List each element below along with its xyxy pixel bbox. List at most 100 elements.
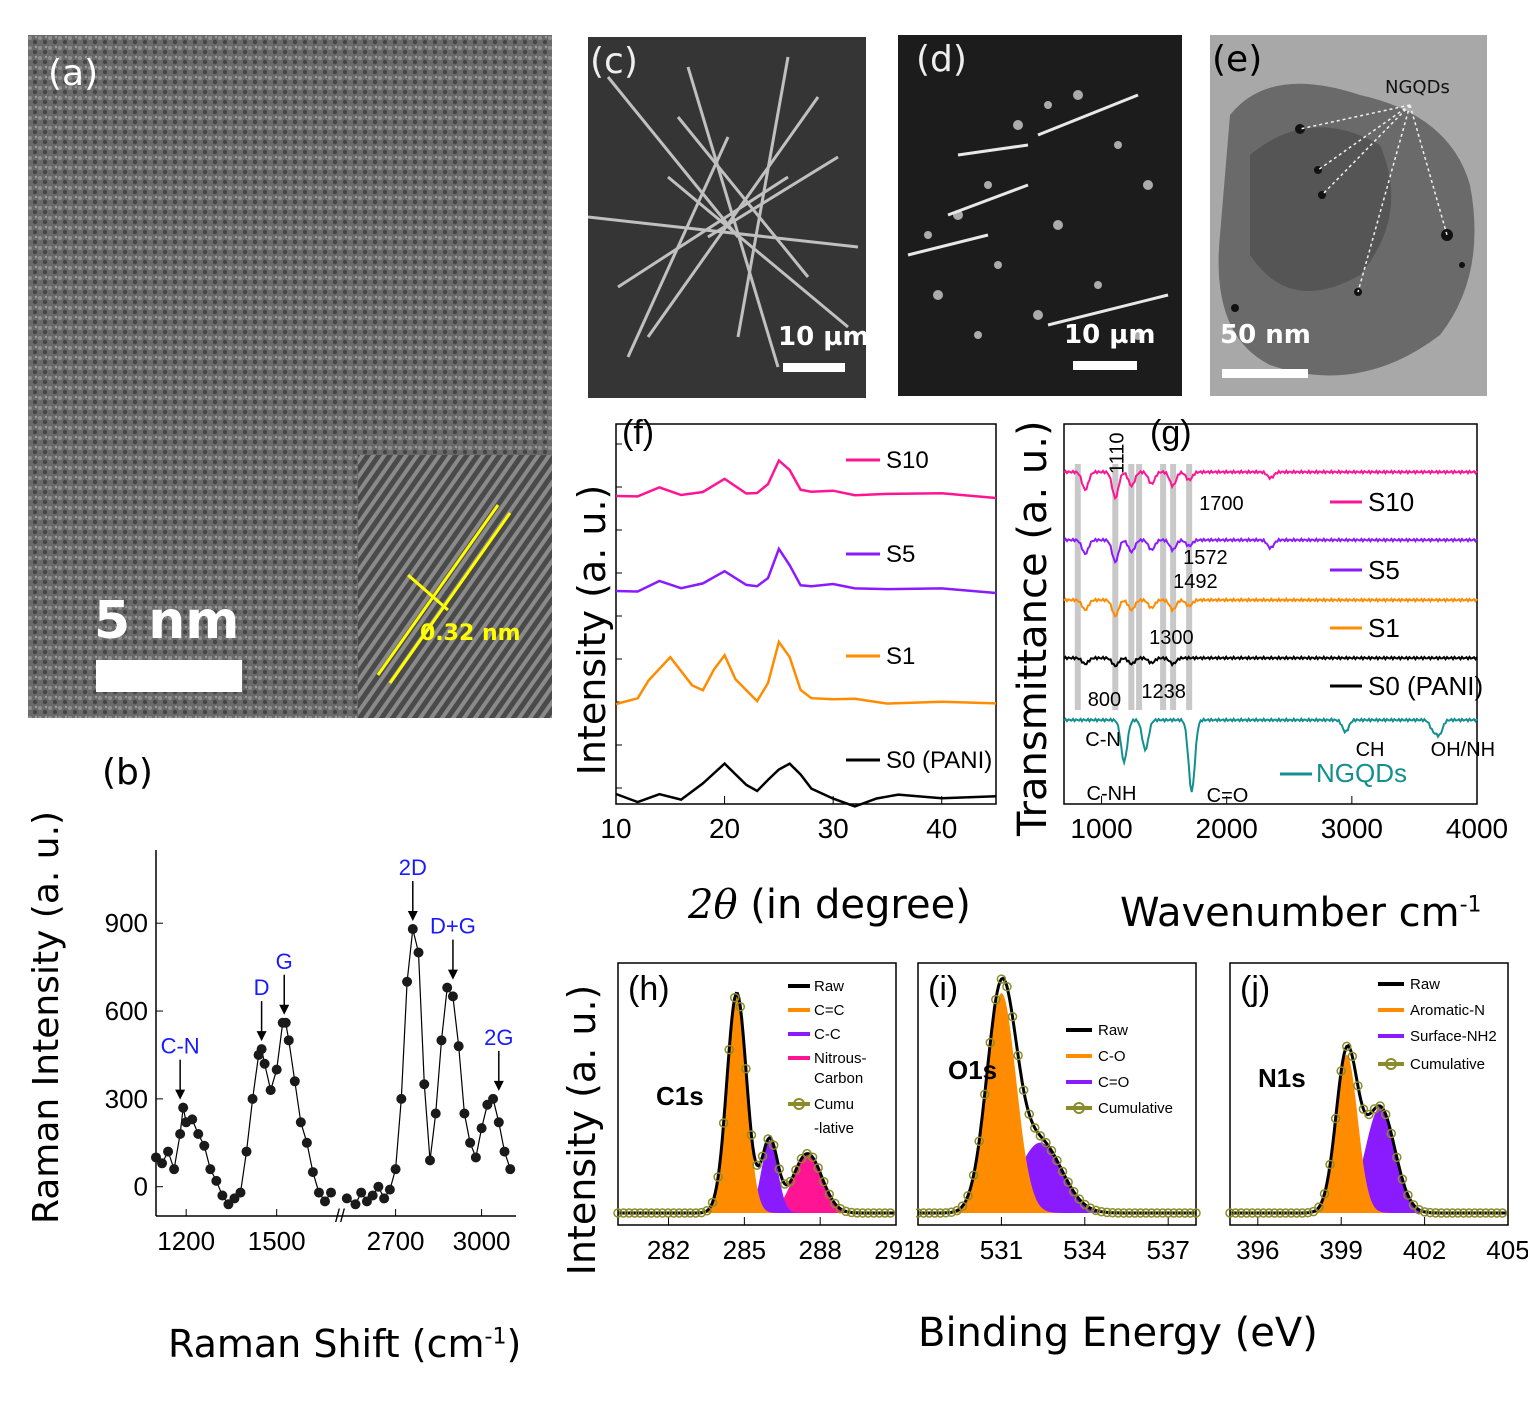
h-cumulative-marker [702,1206,712,1216]
j-x-tick-label: 405 [1486,1235,1528,1265]
g-annotation-label: OH/NH [1431,739,1495,761]
b-point [326,1187,336,1198]
i-cumulative-marker [924,1208,934,1218]
b-point [187,1114,198,1125]
h-cumulative-marker [768,1140,779,1150]
h-cumulative-marker [746,1130,757,1140]
j-cumulative-marker [1230,1208,1241,1218]
i-legend-label: C-O [1098,1048,1126,1065]
j-cumulative-marker [1375,1101,1385,1111]
b-point [430,1108,441,1119]
i-cumulative-marker [916,1208,923,1218]
g-reference-band [1170,464,1177,710]
h-cumulative-marker [846,1207,857,1218]
panel-label-a: (a) [48,53,99,94]
f-series-line [615,761,997,808]
scale-bar [96,660,242,692]
b-point [407,924,418,935]
h-x-tick-label: 285 [723,1235,766,1265]
i-cumulative-marker [1146,1208,1157,1218]
i-cumulative-marker [1135,1208,1146,1218]
i-cumulative-marker [1091,1205,1101,1216]
h-cumulative-marker [757,1151,768,1161]
g-annotation-label: 1110 [1106,432,1128,474]
scale-bar-label: 5 nm [94,591,240,651]
b-x-tick-label: 2700 [367,1226,425,1256]
j-cumulative-marker [1258,1208,1269,1218]
panel-label-h: (h) [628,970,670,1008]
b-point [465,1137,476,1148]
j-legend-label: Raw [1410,976,1440,993]
j-legend-label: Cumulative [1410,1056,1485,1073]
b-point [271,1064,282,1075]
g-x-tick-label: 4000 [1446,813,1508,844]
f-x-tick-label: 40 [926,813,957,844]
g-legend-label: S10 [1368,487,1414,517]
f-series-line [615,546,997,595]
b-point [367,1190,378,1201]
b-y-tick-label: 0 [134,1172,148,1202]
j-legend-label: Aromatic-N [1410,1002,1485,1019]
b-point [205,1164,216,1175]
b-point [470,1152,481,1163]
g-annotation-label: CH [1356,739,1385,761]
h-cumulative-marker [824,1189,835,1200]
b-point [493,1117,504,1128]
panel-label-f: (f) [622,414,654,452]
b-point [476,1123,487,1134]
j-cumulative-marker [1269,1208,1280,1218]
i-cumulative-marker [991,994,1001,1005]
f-legend-label: S1 [886,643,915,670]
i-cumulative-marker [1002,981,1012,992]
f-plot-frame [615,423,997,805]
h-cumulative-marker [807,1152,818,1162]
scale-bar-label-e: 50 nm [1220,320,1311,350]
b-x-axis-title-main: Raman Shift (cm [168,1322,485,1366]
b-point [157,1158,168,1169]
b-annotation-label: 2G [484,1025,513,1050]
g-legend-label: S5 [1368,555,1400,585]
h-legend-marker [793,1098,805,1110]
b-annotation-label: D [254,975,270,1000]
i-legend-label: Raw [1098,1022,1128,1039]
j-cumulative-marker [1380,1109,1391,1120]
raman-chart: 0 300 600 900 1200 1500 2700 3000 // C-N DG 2D D+G 2G [105,850,516,1256]
g-x-axis-title-sup: -1 [1459,892,1482,918]
f-x-tick-label: 20 [709,813,740,844]
i-cumulative-marker [1169,1208,1179,1218]
j-cumulative-marker [1436,1208,1447,1218]
scale-bar-label-d: 10 µm [1064,320,1156,350]
j-core-level-title: N1s [1258,1063,1306,1093]
i-cumulative-marker [1130,1208,1140,1218]
g-series-line [1063,655,1478,668]
h-cumulative-marker [657,1208,668,1218]
h-cumulative-marker [785,1176,796,1187]
i-plot-frame [917,962,1197,1226]
j-cumulative-marker [1303,1208,1313,1218]
xps-o1s-chart: 528 531 534 537 (i) O1s Raw C-O C=O Cumulative [916,962,1201,1265]
i-cumulative-marker [1113,1208,1123,1218]
h-cumulative-marker [685,1208,696,1218]
b-x-axis-title: Raman Shift (cm-1) [168,1322,521,1366]
xrd-chart: 10 20 30 40 S10 S5 S1 S0 (PANI) (f) [600,414,997,844]
h-cumulative-marker [752,1160,762,1170]
j-cumulative-marker [1414,1205,1424,1215]
i-cumulative-marker [1191,1208,1201,1218]
b-y-tick-label: 900 [105,908,148,938]
b-y-tick-label: 600 [105,996,148,1026]
b-point [241,1146,252,1157]
j-cumulative-marker [1314,1202,1324,1212]
h-cumulative-marker [713,1172,723,1182]
h-core-level-title: C1s [656,1081,704,1111]
j-cumulative-marker [1386,1128,1396,1139]
h-cumulative-marker [885,1208,896,1218]
i-cumulative-marker [1174,1208,1185,1218]
b-point [350,1199,361,1210]
g-annotation-label: 800 [1088,689,1121,711]
i-cumulative-marker [1013,1050,1023,1061]
i-cumulative-marker [1163,1208,1173,1218]
h-legend-label: C-C [814,1026,841,1043]
h-cumulative-marker [668,1208,679,1218]
xps-n1s-chart: 396 399 402 405 (j) N1s Raw Aromatic-N Surface-N… [1225,962,1528,1265]
b-point [436,1035,447,1046]
